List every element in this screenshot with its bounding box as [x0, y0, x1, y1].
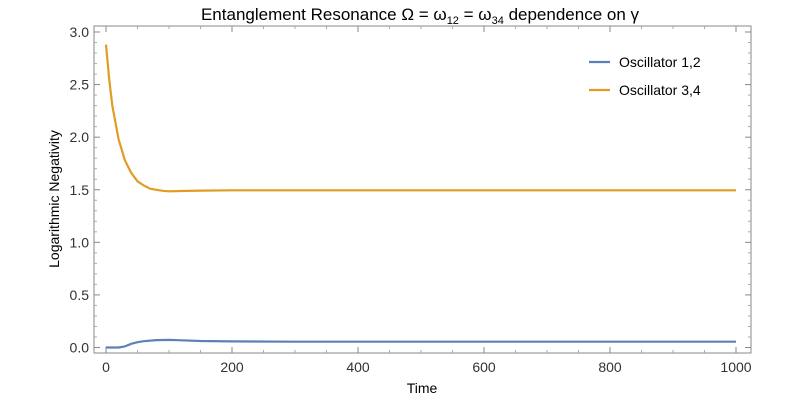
x-tick-label: 1000	[720, 359, 751, 375]
y-tick-label: 0.0	[70, 340, 90, 356]
x-axis-label: Time	[407, 380, 438, 396]
y-axis-label: Logarithmic Negativity	[46, 130, 62, 268]
x-tick-label: 600	[472, 359, 496, 375]
series-line-1	[106, 338, 736, 349]
title-sub2: 34	[492, 15, 504, 27]
x-tick-label: 400	[346, 359, 370, 375]
chart-title: Entanglement Resonance Ω = ω12 = ω34 dep…	[201, 5, 640, 27]
y-tick-label: 0.5	[70, 287, 90, 303]
title-suffix: dependence on γ	[504, 5, 640, 24]
title-sub1: 12	[447, 15, 459, 27]
axis-ticks: 0 200 400 600 800 1000 0.0 0.5 1.0 1.5 2.0 2.5 3.0	[70, 24, 752, 375]
series-lines	[104, 44, 736, 349]
legend-label-1: Oscillator 1,2	[619, 54, 701, 70]
y-tick-label: 1.0	[70, 234, 90, 250]
title-mid: = ω	[459, 5, 492, 24]
series-line-2	[104, 44, 736, 193]
legend: Oscillator 1,2 Oscillator 3,4	[589, 54, 701, 98]
legend-label-2: Oscillator 3,4	[619, 82, 701, 98]
x-tick-label: 0	[102, 359, 110, 375]
title-prefix: Entanglement Resonance Ω = ω	[201, 5, 447, 24]
x-tick-label: 800	[598, 359, 622, 375]
y-tick-label: 1.5	[70, 182, 90, 198]
y-tick-label: 3.0	[70, 24, 90, 40]
y-tick-label: 2.0	[70, 129, 90, 145]
y-tick-label: 2.5	[70, 77, 90, 93]
x-tick-label: 200	[220, 359, 244, 375]
